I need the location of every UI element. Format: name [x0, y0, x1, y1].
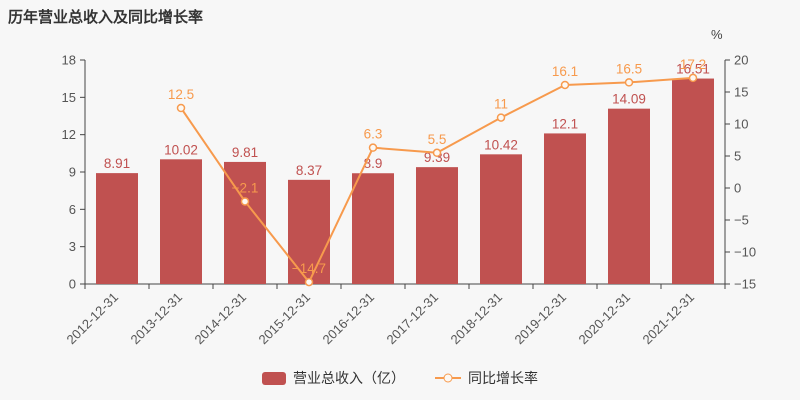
svg-text:2019-12-31: 2019-12-31	[511, 290, 569, 348]
svg-text:10.02: 10.02	[164, 142, 198, 157]
svg-text:10: 10	[734, 117, 748, 132]
line-point	[368, 143, 378, 152]
svg-text:0: 0	[69, 277, 76, 292]
revenue-bars	[96, 78, 714, 284]
bar-value-labels: 8.91 10.02 9.81 8.37 8.9 9.39 10.42 12.1 14.09 16…	[104, 62, 710, 178]
x-axis-category-labels: 2012-12-31 2013-12-31 2014-12-31 2015-12-31…	[63, 290, 697, 348]
bar	[96, 173, 138, 284]
chart-title: 历年营业总收入及同比增长率	[8, 9, 204, 26]
svg-text:14.09: 14.09	[612, 92, 646, 107]
left-axis-tick-labels: 0 3 6 9 12 15 18	[62, 53, 76, 292]
svg-text:9.81: 9.81	[232, 145, 258, 160]
line-point	[432, 148, 442, 158]
svg-text:2021-12-31: 2021-12-31	[639, 290, 697, 348]
right-axis-unit-label: %	[711, 27, 723, 42]
svg-text:6.3: 6.3	[364, 127, 383, 142]
svg-text:2016-12-31: 2016-12-31	[319, 290, 377, 348]
svg-text:6: 6	[69, 202, 76, 217]
svg-text:11: 11	[494, 97, 508, 112]
svg-text:−14.7: −14.7	[292, 261, 326, 276]
svg-text:2012-12-31: 2012-12-31	[63, 290, 121, 348]
svg-text:−2.1: −2.1	[232, 180, 259, 195]
bar	[672, 78, 714, 284]
growth-line-markers	[176, 73, 698, 287]
svg-text:16.51: 16.51	[676, 62, 710, 77]
svg-text:10.42: 10.42	[484, 137, 518, 152]
svg-text:2014-12-31: 2014-12-31	[191, 290, 249, 348]
line-point	[240, 197, 250, 206]
svg-text:12.1: 12.1	[552, 116, 578, 131]
svg-text:9: 9	[69, 165, 76, 180]
svg-text:−10: −10	[734, 245, 756, 260]
bar	[480, 154, 522, 284]
right-axis-tick-labels: −15 −10 −5 0 5 10 15 20	[734, 53, 756, 292]
svg-text:8.9: 8.9	[364, 156, 383, 171]
line-point	[560, 80, 570, 90]
svg-text:12.5: 12.5	[168, 87, 194, 102]
svg-text:16.1: 16.1	[552, 64, 578, 79]
svg-text:9.39: 9.39	[424, 150, 450, 165]
svg-text:15: 15	[734, 85, 748, 100]
line-point	[624, 78, 634, 87]
svg-text:8.91: 8.91	[104, 156, 130, 171]
bar	[160, 159, 202, 284]
bar	[352, 173, 394, 284]
legend-item-revenue[interactable]: 营业总收入（亿）	[262, 368, 405, 388]
svg-text:0: 0	[734, 181, 741, 196]
line-swatch-icon	[435, 373, 461, 383]
bar	[608, 108, 650, 284]
bar-swatch-icon	[262, 371, 286, 385]
svg-text:8.37: 8.37	[296, 163, 322, 178]
bar	[416, 167, 458, 284]
bar	[288, 179, 330, 284]
legend-label-revenue: 营业总收入（亿）	[293, 370, 405, 386]
line-point	[496, 113, 506, 122]
line-point	[688, 73, 698, 83]
plot-area: 0 3 6 9 12 15 18 −15 −10 −5 0 5 10 15 20 2012-12-31 2013…	[62, 53, 757, 348]
svg-text:2015-12-31: 2015-12-31	[255, 290, 313, 348]
svg-text:16.5: 16.5	[616, 61, 642, 76]
svg-text:2020-12-31: 2020-12-31	[575, 290, 633, 348]
svg-text:17.2: 17.2	[680, 57, 706, 72]
line-value-labels: 12.5 −2.1 −14.7 6.3 5.5 11 16.1 16.5 17.2	[168, 57, 706, 276]
svg-text:12: 12	[62, 127, 76, 142]
svg-text:20: 20	[734, 53, 748, 68]
svg-text:−5: −5	[734, 213, 749, 228]
line-marker-icon	[443, 373, 453, 383]
line-point	[304, 277, 314, 287]
legend-label-growth: 同比增长率	[468, 370, 538, 386]
svg-text:15: 15	[62, 90, 76, 105]
svg-text:−15: −15	[734, 277, 756, 292]
svg-text:2017-12-31: 2017-12-31	[383, 290, 441, 348]
svg-text:3: 3	[69, 239, 76, 254]
svg-text:5.5: 5.5	[428, 132, 447, 147]
legend: 营业总收入（亿） 同比增长率	[0, 368, 800, 388]
svg-text:2013-12-31: 2013-12-31	[127, 290, 185, 348]
line-point	[176, 103, 186, 113]
svg-text:18: 18	[62, 53, 76, 68]
bar	[544, 133, 586, 284]
svg-text:2018-12-31: 2018-12-31	[447, 290, 505, 348]
legend-item-growth[interactable]: 同比增长率	[435, 368, 538, 388]
svg-text:5: 5	[734, 149, 741, 164]
